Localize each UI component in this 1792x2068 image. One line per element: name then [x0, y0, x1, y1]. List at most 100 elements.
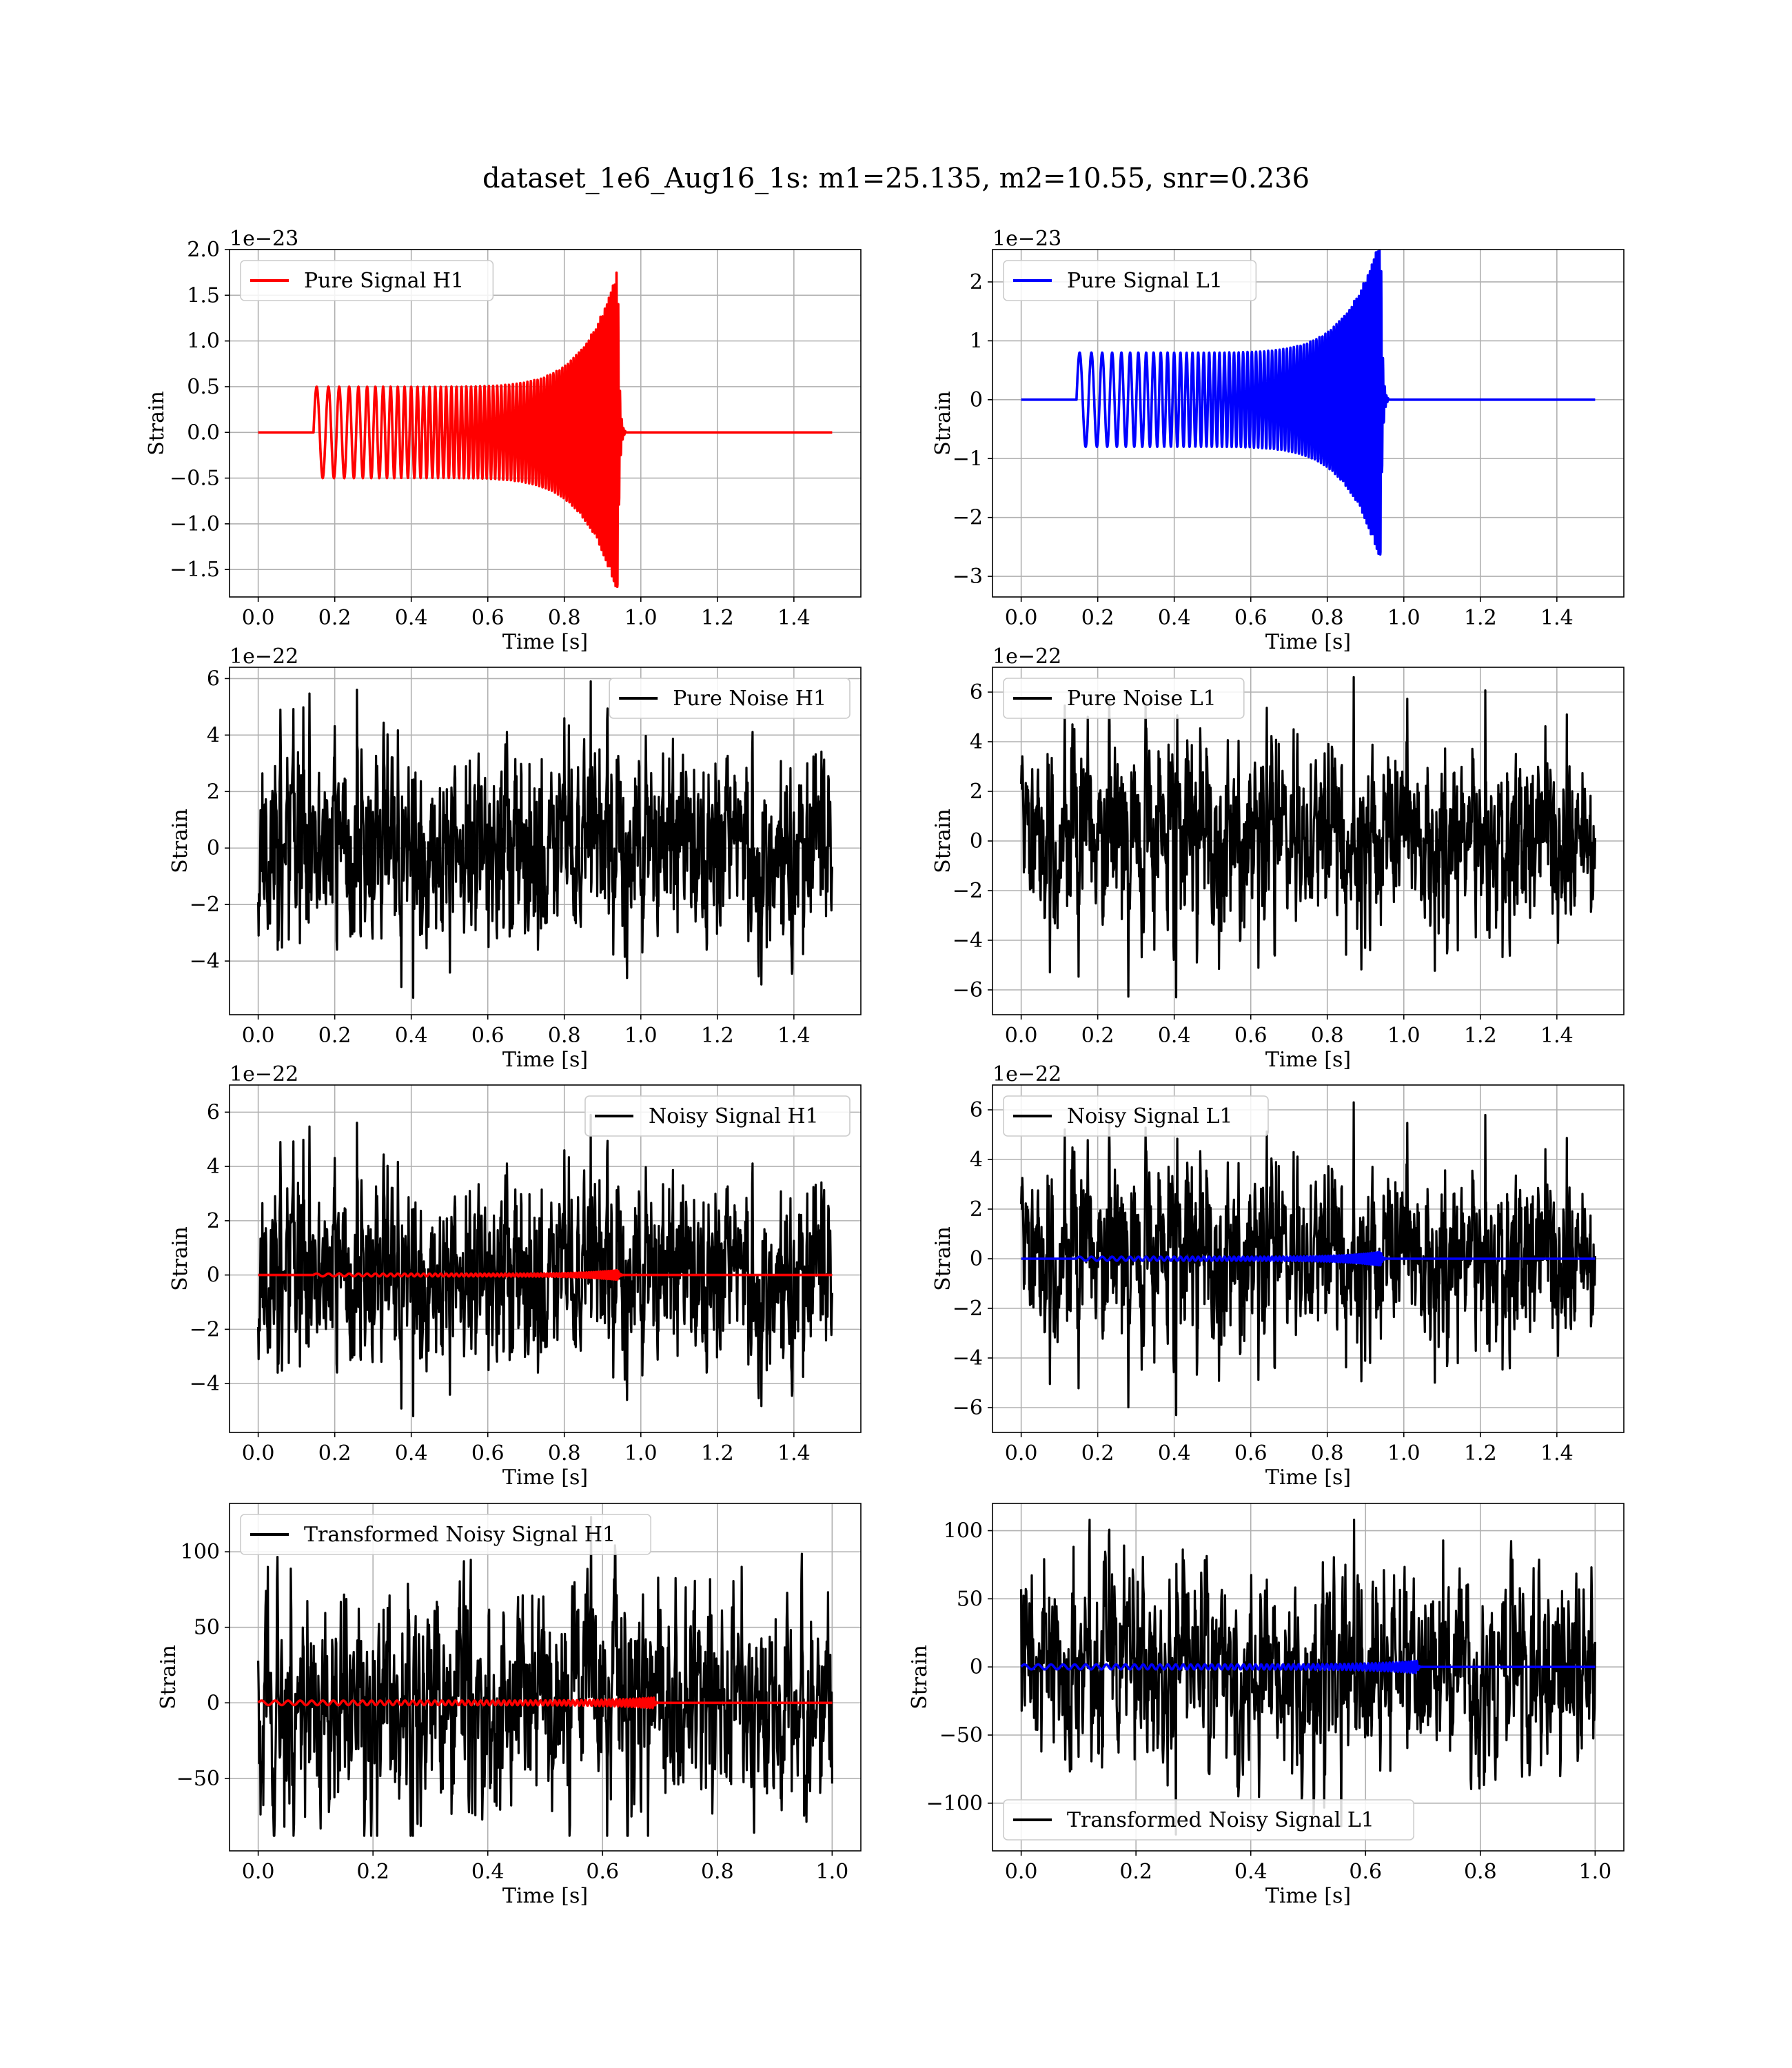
x-tick-label: 0.8	[1464, 1860, 1497, 1884]
subplot-noisy-signal-h1: 0.0 0.2 0.4 0.6 0.8 1.0 1.2 1.4 −4 −2 0 2 4 6 Time [s]…	[168, 1062, 862, 1490]
legend-label: Transformed Noisy Signal H1	[304, 1523, 615, 1547]
x-tick-label: 0.2	[356, 1860, 389, 1884]
x-tick-label: 0.0	[1005, 1024, 1038, 1048]
figure-title: dataset_1e6_Aug16_1s: m1=25.135, m2=10.5…	[482, 163, 1310, 194]
axis-offset-text: 1e−22	[992, 1062, 1061, 1086]
y-tick-label: −100	[926, 1792, 983, 1816]
axes-frame	[229, 1503, 862, 1852]
legend-frame	[584, 1095, 851, 1137]
x-tick-label: 0.4	[395, 1024, 428, 1048]
legend: Pure Signal H1	[240, 260, 494, 301]
x-tick-label: 0.6	[1234, 1024, 1267, 1048]
axes-frame	[229, 249, 862, 598]
x-tick-label: 0.2	[1081, 1441, 1114, 1466]
x-tick-label: 0.6	[586, 1860, 619, 1884]
x-tick-label: 0.0	[242, 1441, 275, 1466]
y-tick-label: 6	[970, 680, 983, 704]
x-tick-label: 1.0	[1387, 1441, 1421, 1466]
y-axis-label: Strain	[931, 809, 955, 873]
signal-series-line	[1020, 250, 1596, 556]
y-tick-label: 0.0	[187, 420, 220, 445]
y-tick-label: 4	[207, 723, 220, 747]
y-tick-label: 1	[970, 329, 983, 353]
x-tick-label: 0.2	[1081, 1024, 1114, 1048]
y-tick-label: 2.0	[187, 238, 220, 262]
x-tick-label: 1.0	[1387, 1024, 1421, 1048]
y-tick-label: 6	[207, 1100, 220, 1124]
x-tick-label: 1.0	[624, 1024, 658, 1048]
x-tick-label: 0.0	[242, 606, 275, 630]
x-tick-label: 1.4	[777, 606, 811, 630]
y-tick-label: −6	[953, 1396, 983, 1420]
y-tick-label: 4	[970, 1148, 983, 1172]
y-tick-label: 2	[970, 1197, 983, 1221]
y-tick-label: 0	[970, 388, 983, 412]
y-tick-label: 0	[970, 829, 983, 853]
legend: Transformed Noisy Signal L1	[1003, 1799, 1415, 1841]
x-tick-label: 1.2	[701, 1441, 734, 1466]
x-tick-label: 1.4	[1540, 606, 1574, 630]
x-tick-label: 0.8	[1311, 1441, 1344, 1466]
legend-frame	[1003, 260, 1257, 301]
subplot-transformed-noisy-signal-l1: 0.0 0.2 0.4 0.6 0.8 1.0 −100 −50 0 50 100 Time [s] S…	[908, 1503, 1625, 1908]
x-tick-label: 1.0	[816, 1860, 849, 1884]
x-tick-label: 0.6	[1234, 1441, 1267, 1466]
signal-series-line	[257, 271, 833, 589]
x-tick-label: 1.0	[1387, 606, 1421, 630]
y-tick-label: −6	[953, 978, 983, 1002]
axis-offset-text: 1e−22	[992, 645, 1061, 669]
legend-label: Pure Signal L1	[1067, 269, 1223, 293]
x-tick-label: 0.0	[242, 1860, 275, 1884]
axis-offset-text: 1e−23	[230, 227, 298, 251]
x-tick-label: 1.2	[701, 1024, 734, 1048]
legend: Pure Noise L1	[1003, 678, 1245, 719]
y-tick-label: −50	[939, 1723, 983, 1747]
x-tick-label: 1.4	[1540, 1024, 1574, 1048]
x-tick-label: 0.6	[1349, 1860, 1382, 1884]
legend: Transformed Noisy Signal H1	[240, 1514, 652, 1555]
y-tick-label: 6	[207, 667, 220, 691]
y-tick-label: 0	[207, 836, 220, 860]
y-tick-label: −4	[190, 949, 220, 973]
legend-label: Pure Noise L1	[1067, 687, 1216, 711]
noise-series-line	[257, 1516, 833, 1837]
x-axis-label: Time [s]	[502, 1884, 588, 1908]
legend-frame	[1003, 1095, 1269, 1137]
subplot-noisy-signal-l1: 0.0 0.2 0.4 0.6 0.8 1.0 1.2 1.4 −6 −4 −2 0 2 4 6 Time […	[931, 1062, 1625, 1490]
x-axis-label: Time [s]	[1265, 1884, 1351, 1908]
x-tick-label: 1.0	[1579, 1860, 1612, 1884]
subplot-pure-noise-h1: 0.0 0.2 0.4 0.6 0.8 1.0 1.2 1.4 −4 −2 0 2 4 6 Time [s]…	[168, 645, 862, 1072]
x-tick-label: 0.4	[1234, 1860, 1267, 1884]
y-tick-label: 0	[970, 1247, 983, 1271]
legend-frame	[240, 260, 494, 301]
y-tick-label: 0	[207, 1264, 220, 1288]
y-tick-label: −2	[953, 506, 983, 530]
x-tick-label: 0.6	[1234, 606, 1267, 630]
y-tick-label: −2	[953, 1297, 983, 1321]
legend: Noisy Signal H1	[584, 1095, 851, 1137]
noise-series-line	[1020, 676, 1596, 999]
subplot-pure-noise-l1: 0.0 0.2 0.4 0.6 0.8 1.0 1.2 1.4 −6 −4 −2 0 2 4 6 Time […	[931, 645, 1625, 1072]
y-tick-label: 4	[207, 1155, 220, 1179]
x-axis-label: Time [s]	[502, 630, 588, 654]
y-tick-label: −2	[953, 879, 983, 903]
x-axis-label: Time [s]	[1265, 630, 1351, 654]
x-tick-label: 1.2	[1464, 1441, 1497, 1466]
x-tick-label: 0.6	[471, 1441, 505, 1466]
x-tick-label: 1.4	[777, 1441, 811, 1466]
legend-label: Pure Signal H1	[304, 269, 464, 293]
y-tick-label: −2	[190, 893, 220, 917]
legend-label: Noisy Signal L1	[1067, 1104, 1232, 1128]
y-tick-label: −1.0	[170, 512, 220, 536]
x-axis-label: Time [s]	[502, 1048, 588, 1072]
noise-series-line	[257, 680, 833, 999]
signal-series-line	[257, 1696, 833, 1710]
x-tick-label: 1.4	[1540, 1441, 1574, 1466]
y-tick-label: 2	[207, 780, 220, 804]
x-tick-label: 1.2	[1464, 606, 1497, 630]
y-tick-label: −1.5	[170, 558, 220, 582]
subplot-grid: 0.0 0.2 0.4 0.6 0.8 1.0 1.2 1.4−1.5−1.0−0.50.00…	[145, 227, 1625, 1908]
y-tick-label: 2	[970, 780, 983, 804]
y-tick-label: −4	[953, 1346, 983, 1370]
x-tick-label: 0.8	[548, 606, 581, 630]
